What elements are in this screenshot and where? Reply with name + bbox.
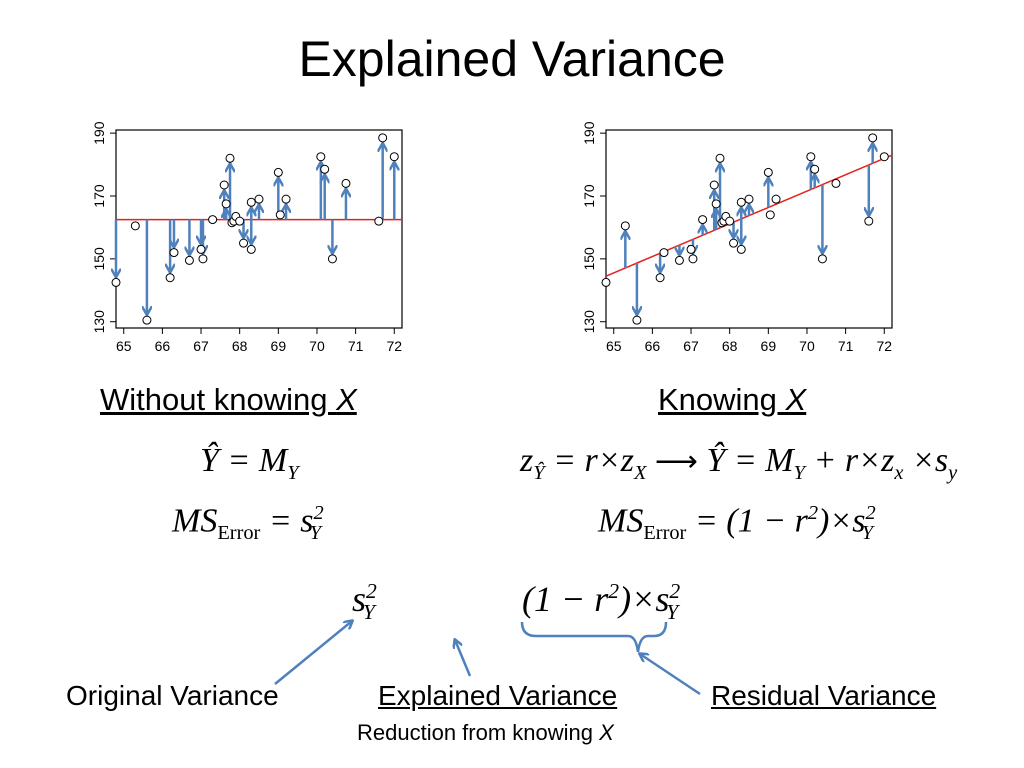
data-point <box>729 238 739 248</box>
y-tick-label: 170 <box>91 184 107 208</box>
data-point <box>341 178 351 188</box>
data-point <box>715 153 725 163</box>
data-point <box>130 221 140 231</box>
data-point <box>239 238 249 248</box>
data-point <box>806 152 816 162</box>
data-point <box>711 199 721 209</box>
y-tick-label: 130 <box>581 310 597 334</box>
data-point <box>744 194 754 204</box>
data-point <box>810 164 820 174</box>
original-variance-arrow <box>274 621 352 685</box>
data-point <box>219 180 229 190</box>
residual-variance-arrow <box>640 654 701 696</box>
x-tick-label: 68 <box>722 338 738 354</box>
formula-residual-variance: (1 − r2)×s2Y <box>522 579 681 625</box>
explained-variance-arrow <box>455 640 472 677</box>
data-point <box>632 315 642 325</box>
data-point <box>320 164 330 174</box>
scatter-chart-mean: 65 66 67 68 69 70 71 72 130 150 170 190 <box>91 121 403 354</box>
data-point <box>879 152 889 162</box>
data-point <box>864 216 874 226</box>
y-tick-label: 130 <box>91 310 107 334</box>
data-point <box>620 221 630 231</box>
data-point <box>225 153 235 163</box>
data-point <box>686 244 696 254</box>
label-original-variance: Original Variance <box>66 680 279 711</box>
x-tick-label: 67 <box>683 338 699 354</box>
x-tick-label: 71 <box>348 338 364 354</box>
data-point <box>655 273 665 283</box>
plot-frame <box>605 129 893 329</box>
data-point <box>659 248 669 258</box>
scatter-chart-regression: 65 66 67 68 69 70 71 72 130 150 170 190 <box>581 121 893 354</box>
x-tick-label: 66 <box>155 338 171 354</box>
data-point <box>246 197 256 207</box>
data-point <box>169 248 179 258</box>
data-point <box>235 216 245 226</box>
x-tick-label: 68 <box>232 338 248 354</box>
label-residual-variance: Residual Variance <box>711 680 937 711</box>
x-tick-label: 70 <box>799 338 815 354</box>
data-point <box>374 216 384 226</box>
slide-title: Explained Variance <box>298 31 726 87</box>
data-point <box>817 254 827 264</box>
data-point <box>184 255 194 265</box>
data-point <box>246 244 256 254</box>
data-point <box>698 215 708 225</box>
formula-ms-error-right: MSError = (1 − r2)×s2Y <box>598 502 876 545</box>
data-point <box>378 133 388 143</box>
x-tick-label: 71 <box>838 338 854 354</box>
data-point <box>275 210 285 220</box>
data-point <box>688 254 698 264</box>
label-reduction: Reduction from knowing X <box>357 720 614 745</box>
x-tick-label: 65 <box>116 338 132 354</box>
formula-z-and-yhat-regression: zŶ = r×zX ⟶ Ŷ = MY + r×zx ×sy <box>520 442 958 484</box>
x-tick-label: 65 <box>606 338 622 354</box>
data-point <box>327 254 337 264</box>
data-point <box>868 133 878 143</box>
data-point <box>221 199 231 209</box>
y-tick-label: 190 <box>581 121 597 145</box>
data-point <box>831 178 841 188</box>
data-point <box>674 255 684 265</box>
caption-knowing: Knowing X <box>658 382 807 417</box>
y-tick-label: 170 <box>581 184 597 208</box>
formula-yhat-mean: Ŷ = MY <box>200 442 299 484</box>
data-point <box>736 197 746 207</box>
data-point <box>771 194 781 204</box>
x-tick-label: 72 <box>876 338 892 354</box>
data-point <box>736 244 746 254</box>
data-point <box>111 277 121 287</box>
data-point <box>254 194 264 204</box>
data-point <box>142 315 152 325</box>
label-explained-variance: Explained Variance <box>378 680 618 711</box>
caption-without-knowing: Without knowing X <box>100 382 357 417</box>
x-tick-label: 70 <box>309 338 325 354</box>
data-point <box>165 273 175 283</box>
formula-ms-error-left: MSError = s2Y <box>172 502 324 545</box>
x-tick-label: 69 <box>761 338 777 354</box>
data-point <box>196 244 206 254</box>
data-point <box>208 215 218 225</box>
data-point <box>198 254 208 264</box>
residual-brace-icon <box>520 621 668 653</box>
data-point <box>281 194 291 204</box>
data-point <box>725 216 735 226</box>
y-tick-label: 190 <box>91 121 107 145</box>
data-point <box>389 152 399 162</box>
x-tick-label: 67 <box>193 338 209 354</box>
data-point <box>763 167 773 177</box>
data-point <box>709 180 719 190</box>
data-point <box>601 277 611 287</box>
data-point <box>273 167 283 177</box>
data-point <box>765 210 775 220</box>
y-tick-label: 150 <box>91 247 107 271</box>
x-tick-label: 66 <box>645 338 661 354</box>
y-tick-label: 150 <box>581 247 597 271</box>
x-tick-label: 72 <box>386 338 402 354</box>
x-tick-label: 69 <box>271 338 287 354</box>
formula-original-variance: s2Y <box>352 579 377 625</box>
data-point <box>316 152 326 162</box>
